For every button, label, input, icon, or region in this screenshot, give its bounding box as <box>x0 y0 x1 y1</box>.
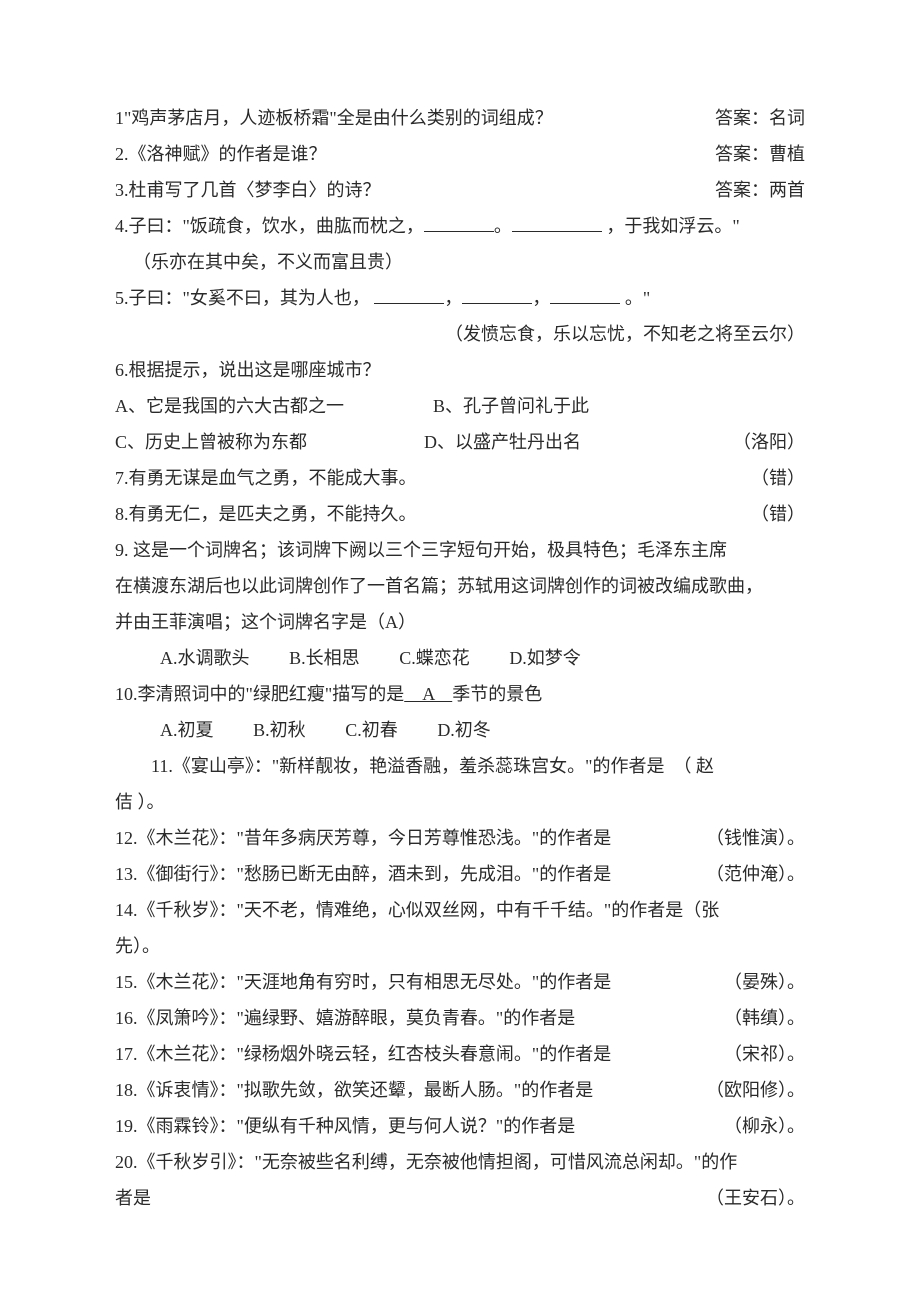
q5-ans: （发愤忘食，乐以忘忧，不知老之将至云尔） <box>445 324 805 344</box>
q11-l2: 佶 ）。 <box>115 792 165 812</box>
q9-a: A.水调歌头 <box>160 640 250 676</box>
q6-d: D、以盛产牡丹出名 <box>424 424 733 460</box>
q13-text: 13.《御街行》："愁肠已断无由醉，酒未到，先成泪。"的作者是 <box>115 856 611 892</box>
question-11-l1: 11.《宴山亭》："新样靓妆，艳溢香融，羞杀蕊珠宫女。"的作者是 （ 赵 <box>115 748 805 784</box>
q6-a: A、它是我国的六大古都之一 <box>115 388 433 424</box>
question-20-l1: 20.《千秋岁引》："无奈被些名利缚，无奈被他情担阁，可惜风流总闲却。"的作 <box>115 1144 805 1180</box>
q15-text: 15.《木兰花》："天涯地角有穷时，只有相思无尽处。"的作者是 <box>115 964 611 1000</box>
question-2: 2.《洛神赋》的作者是谁？ 答案：曹植 <box>115 136 805 172</box>
q4-mid: 。 <box>494 216 512 236</box>
q6-b: B、孔子曾问礼于此 <box>433 388 751 424</box>
spacer <box>751 388 805 424</box>
question-9-l1: 9. 这是一个词牌名；该词牌下阙以三个三字短句开始，极具特色；毛泽东主席 <box>115 532 805 568</box>
q11-l1: 11.《宴山亭》："新样靓妆，艳溢香融，羞杀蕊珠宫女。"的作者是 （ 赵 <box>151 756 714 776</box>
q10-c: C.初春 <box>345 712 398 748</box>
q4-suffix: ，于我如浮云。" <box>602 216 740 236</box>
q7-ans: （错） <box>751 460 805 496</box>
q10-fill: A <box>404 684 452 704</box>
question-11-l2: 佶 ）。 <box>115 784 805 820</box>
blank-field <box>550 285 620 304</box>
q10-d: D.初冬 <box>437 712 491 748</box>
q17-text: 17.《木兰花》："绿杨烟外晓云轻，红杏枝头春意闹。"的作者是 <box>115 1036 611 1072</box>
q17-ans: （宋祁）。 <box>724 1036 805 1072</box>
q20-ans: （王安石）。 <box>706 1180 805 1216</box>
q12-text: 12.《木兰花》："昔年多病厌芳尊，今日芳尊惟恐浅。"的作者是 <box>115 820 611 856</box>
q18-ans: （欧阳修）。 <box>706 1072 805 1108</box>
q3-answer: 答案：两首 <box>715 172 805 208</box>
q9-l1: 9. 这是一个词牌名；该词牌下阙以三个三字短句开始，极具特色；毛泽东主席 <box>115 540 727 560</box>
q1-text: 1"鸡声茅店月，人迹板桥霜"全是由什么类别的词组成？ <box>115 100 553 136</box>
q3-text: 3.杜甫写了几首〈梦李白〉的诗？ <box>115 172 381 208</box>
question-13: 13.《御街行》："愁肠已断无由醉，酒未到，先成泪。"的作者是 （范仲淹）。 <box>115 856 805 892</box>
question-1: 1"鸡声茅店月，人迹板桥霜"全是由什么类别的词组成？ 答案：名词 <box>115 100 805 136</box>
q14-l1: 14.《千秋岁》："天不老，情难绝，心似双丝网，中有千千结。"的作者是（张 <box>115 900 719 920</box>
question-8: 8.有勇无仁，是匹夫之勇，不能持久。 （错） <box>115 496 805 532</box>
q12-ans: （钱惟演）。 <box>706 820 805 856</box>
question-6-stem: 6.根据提示，说出这是哪座城市？ <box>115 352 805 388</box>
question-4: 4.子曰："饭疏食，饮水，曲肱而枕之， 。 ，于我如浮云。" <box>115 208 805 244</box>
blank-field <box>462 285 532 304</box>
question-16: 16.《凤箫吟》："遍绿野、嬉游醉眼，莫负青春。"的作者是 （韩缜）。 <box>115 1000 805 1036</box>
question-20-l2: 者是 （王安石）。 <box>115 1180 805 1216</box>
q5-suffix: 。" <box>620 288 650 308</box>
q20-l1: 20.《千秋岁引》："无奈被些名利缚，无奈被他情担阁，可惜风流总闲却。"的作 <box>115 1152 737 1172</box>
q4-ans: （乐亦在其中矣，不义而富且贵） <box>133 252 403 272</box>
q9-d: D.如梦令 <box>509 640 581 676</box>
question-12: 12.《木兰花》："昔年多病厌芳尊，今日芳尊惟恐浅。"的作者是 （钱惟演）。 <box>115 820 805 856</box>
q14-l2: 先）。 <box>115 936 160 956</box>
question-3: 3.杜甫写了几首〈梦李白〉的诗？ 答案：两首 <box>115 172 805 208</box>
question-14-l1: 14.《千秋岁》："天不老，情难绝，心似双丝网，中有千千结。"的作者是（张 <box>115 892 805 928</box>
q16-ans: （韩缜）。 <box>724 1000 805 1036</box>
q6-stem: 6.根据提示，说出这是哪座城市？ <box>115 360 381 380</box>
question-18: 18.《诉衷情》："拟歌先敛，欲笑还颦，最断人肠。"的作者是 （欧阳修）。 <box>115 1072 805 1108</box>
question-5-answer: （发愤忘食，乐以忘忧，不知老之将至云尔） <box>115 316 805 352</box>
q2-answer: 答案：曹植 <box>715 136 805 172</box>
q19-ans: （柳永）。 <box>724 1108 805 1144</box>
q10-prefix: 10.李清照词中的"绿肥红瘦"描写的是 <box>115 684 404 704</box>
q8-ans: （错） <box>751 496 805 532</box>
q15-ans: （晏殊）。 <box>724 964 805 1000</box>
question-14-l2: 先）。 <box>115 928 805 964</box>
q7-text: 7.有勇无谋是血气之勇，不能成大事。 <box>115 460 417 496</box>
q10-b: B.初秋 <box>253 712 306 748</box>
question-19: 19.《雨霖铃》："便纵有千种风情，更与何人说？"的作者是 （柳永）。 <box>115 1108 805 1144</box>
q19-text: 19.《雨霖铃》："便纵有千种风情，更与何人说？"的作者是 <box>115 1108 575 1144</box>
q4-prefix: 4.子曰："饭疏食，饮水，曲肱而枕之， <box>115 216 424 236</box>
q9-c: C.蝶恋花 <box>399 640 470 676</box>
q6-ans: （洛阳） <box>733 424 805 460</box>
q9-l3: 并由王菲演唱；这个词牌名字是（A） <box>115 612 416 632</box>
question-5: 5.子曰："女奚不曰，其为人也， ， ， 。" <box>115 280 805 316</box>
q13-ans: （范仲淹）。 <box>706 856 805 892</box>
question-4-answer: （乐亦在其中矣，不义而富且贵） <box>115 244 805 280</box>
q5-c2: ， <box>532 288 550 308</box>
q5-c1: ， <box>444 288 462 308</box>
question-9-options: A.水调歌头 B.长相思 C.蝶恋花 D.如梦令 <box>115 640 805 676</box>
q10-a: A.初夏 <box>160 712 214 748</box>
question-10-options: A.初夏 B.初秋 C.初春 D.初冬 <box>115 712 805 748</box>
q10-suffix: 季节的景色 <box>452 684 542 704</box>
blank-field <box>424 213 494 232</box>
question-17: 17.《木兰花》："绿杨烟外晓云轻，红杏枝头春意闹。"的作者是 （宋祁）。 <box>115 1036 805 1072</box>
q8-text: 8.有勇无仁，是匹夫之勇，不能持久。 <box>115 496 417 532</box>
q1-answer: 答案：名词 <box>715 100 805 136</box>
q9-b: B.长相思 <box>289 640 360 676</box>
question-10: 10.李清照词中的"绿肥红瘦"描写的是 A 季节的景色 <box>115 676 805 712</box>
document-page: 1"鸡声茅店月，人迹板桥霜"全是由什么类别的词组成？ 答案：名词 2.《洛神赋》… <box>0 0 920 1296</box>
q2-text: 2.《洛神赋》的作者是谁？ <box>115 136 327 172</box>
blank-field <box>374 285 444 304</box>
q20-l2a: 者是 <box>115 1180 151 1216</box>
q5-prefix: 5.子曰："女奚不曰，其为人也， <box>115 288 374 308</box>
q18-text: 18.《诉衷情》："拟歌先敛，欲笑还颦，最断人肠。"的作者是 <box>115 1072 593 1108</box>
question-9-l2: 在横渡东湖后也以此词牌创作了一首名篇；苏轼用这词牌创作的词被改编成歌曲， <box>115 568 805 604</box>
question-15: 15.《木兰花》："天涯地角有穷时，只有相思无尽处。"的作者是 （晏殊）。 <box>115 964 805 1000</box>
question-6-row2: C、历史上曾被称为东都 D、以盛产牡丹出名 （洛阳） <box>115 424 805 460</box>
question-9-l3: 并由王菲演唱；这个词牌名字是（A） <box>115 604 805 640</box>
question-6-row1: A、它是我国的六大古都之一 B、孔子曾问礼于此 <box>115 388 805 424</box>
q6-c: C、历史上曾被称为东都 <box>115 424 424 460</box>
q16-text: 16.《凤箫吟》："遍绿野、嬉游醉眼，莫负青春。"的作者是 <box>115 1000 575 1036</box>
blank-field <box>512 213 602 232</box>
q9-l2: 在横渡东湖后也以此词牌创作了一首名篇；苏轼用这词牌创作的词被改编成歌曲， <box>115 576 763 596</box>
question-7: 7.有勇无谋是血气之勇，不能成大事。 （错） <box>115 460 805 496</box>
